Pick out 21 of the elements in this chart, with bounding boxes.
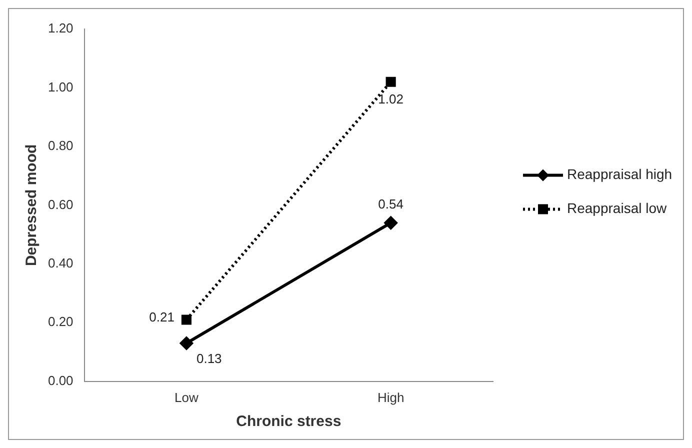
y-tick-label: 0.80	[48, 138, 74, 154]
x-tick-label: High	[377, 390, 404, 405]
point	[384, 216, 398, 230]
y-tick-label: 0.00	[48, 372, 74, 388]
data-label: 0.21	[149, 309, 174, 324]
data-label: 0.54	[378, 196, 404, 212]
legend-label: Reappraisal low	[567, 200, 668, 216]
point	[180, 336, 193, 350]
y-tick-label: 0.40	[48, 256, 74, 271]
x-axis-title: Chronic stress	[236, 413, 342, 430]
x-tick-label: Low	[174, 390, 200, 405]
point	[386, 76, 396, 87]
y-tick-label: 0.60	[48, 196, 74, 212]
point	[181, 314, 192, 325]
data-label: 1.02	[378, 91, 404, 106]
legend-label: Reappraisal high	[567, 166, 672, 182]
y-tick-label: 1.00	[48, 79, 74, 94]
y-axis-title: Depressed mood	[23, 144, 40, 266]
y-tick-label: 0.20	[48, 314, 74, 330]
y-tick-label: 1.20	[48, 20, 74, 36]
data-label: 0.13	[196, 350, 222, 366]
